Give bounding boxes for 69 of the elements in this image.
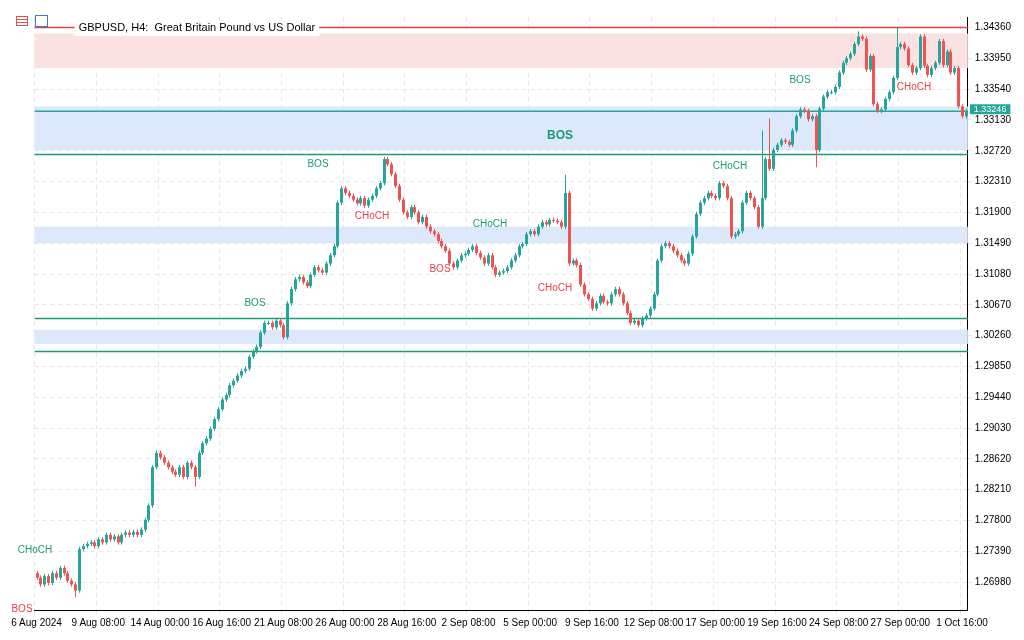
x-tick-label: 16 Aug 16:00 <box>192 616 252 628</box>
y-tick-label: 1.29030 <box>974 421 1012 433</box>
annotation: CHoCH <box>472 218 508 229</box>
annotation: CHoCH <box>712 160 748 171</box>
y-tick-label: 1.33950 <box>974 52 1012 64</box>
annotation: CHoCH <box>537 282 573 293</box>
candlestick <box>869 53 872 73</box>
x-tick-label: 6 Aug 2024 <box>11 616 63 628</box>
y-tick-label: 1.33130 <box>974 113 1012 125</box>
candlestick <box>938 38 941 66</box>
candlestick <box>186 459 189 480</box>
x-tick-label: 17 Sep 00:00 <box>685 616 746 628</box>
x-tick-label: 24 Sep 08:00 <box>808 616 869 628</box>
candlestick <box>290 286 293 307</box>
candlestick <box>155 450 158 470</box>
candlestick <box>695 211 698 240</box>
chart-title: GBPUSD, H4: Great Britain Pound vs US Dollar <box>78 21 316 34</box>
x-tick-label: 1 Oct 16:00 <box>936 616 989 628</box>
y-tick-label: 1.29850 <box>974 360 1012 372</box>
candlestick <box>691 233 694 257</box>
x-tick-label: 21 Aug 08:00 <box>253 616 314 628</box>
y-tick-label: 1.26980 <box>974 575 1012 587</box>
y-tick-label: 1.28620 <box>974 452 1012 464</box>
text: BOS <box>11 603 33 614</box>
candlestick <box>660 243 663 264</box>
y-tick-label: 1.30260 <box>974 329 1012 341</box>
x-tick-label: 14 Aug 00:00 <box>130 616 190 628</box>
annotation: BOS <box>244 297 266 308</box>
candlestick <box>340 185 343 206</box>
x-tick-label: 2 Sep 08:00 <box>441 616 496 628</box>
annotation: CHoCH <box>17 544 53 555</box>
y-tick-label: 1.31080 <box>974 267 1012 279</box>
annotation: CHoCH <box>896 81 932 92</box>
x-tick-label: 9 Sep 16:00 <box>564 616 620 628</box>
x-tick-label: 27 Sep 00:00 <box>870 616 931 628</box>
ref-line-label: 1.33246 <box>973 103 1007 114</box>
candlestick <box>907 45 910 68</box>
candlestick <box>772 147 775 172</box>
candlestick <box>949 48 952 76</box>
y-tick-label: 1.27390 <box>974 545 1012 557</box>
candlestick <box>194 464 197 488</box>
annotation: BOS <box>789 74 811 85</box>
y-tick-label: 1.30670 <box>974 298 1012 310</box>
candlestick <box>579 262 582 288</box>
y-tick-label: 1.28210 <box>974 483 1012 495</box>
annotation: BOS <box>429 263 451 274</box>
y-tick-label: 1.34360 <box>974 21 1012 33</box>
y-tick-label: 1.33540 <box>974 82 1012 94</box>
x-tick-label: 28 Aug 16:00 <box>377 616 437 628</box>
candlestick <box>946 48 949 68</box>
x-tick-label: 9 Aug 08:00 <box>71 616 126 628</box>
annotation: CHoCH <box>354 210 390 221</box>
candlestick <box>838 69 841 90</box>
x-tick-label: 12 Sep 08:00 <box>623 616 684 628</box>
y-tick-label: 1.31900 <box>974 206 1012 218</box>
x-tick-label: 5 Sep 00:00 <box>503 616 558 628</box>
x-tick-label: 19 Sep 16:00 <box>747 616 808 628</box>
candlestick <box>259 329 262 350</box>
y-tick-label: 1.29440 <box>974 391 1012 403</box>
x-tick-label: 26 Aug 00:00 <box>315 616 375 628</box>
candlestick <box>718 180 721 201</box>
candlestick <box>892 75 895 95</box>
candlestick <box>757 204 760 230</box>
y-tick-label: 1.31490 <box>974 236 1012 248</box>
y-tick-label: 1.27800 <box>974 514 1012 526</box>
y-tick-label: 1.32720 <box>974 144 1012 156</box>
candlestick <box>398 183 401 203</box>
annotation: BOS <box>307 158 329 169</box>
y-tick-label: 1.32310 <box>974 175 1012 187</box>
